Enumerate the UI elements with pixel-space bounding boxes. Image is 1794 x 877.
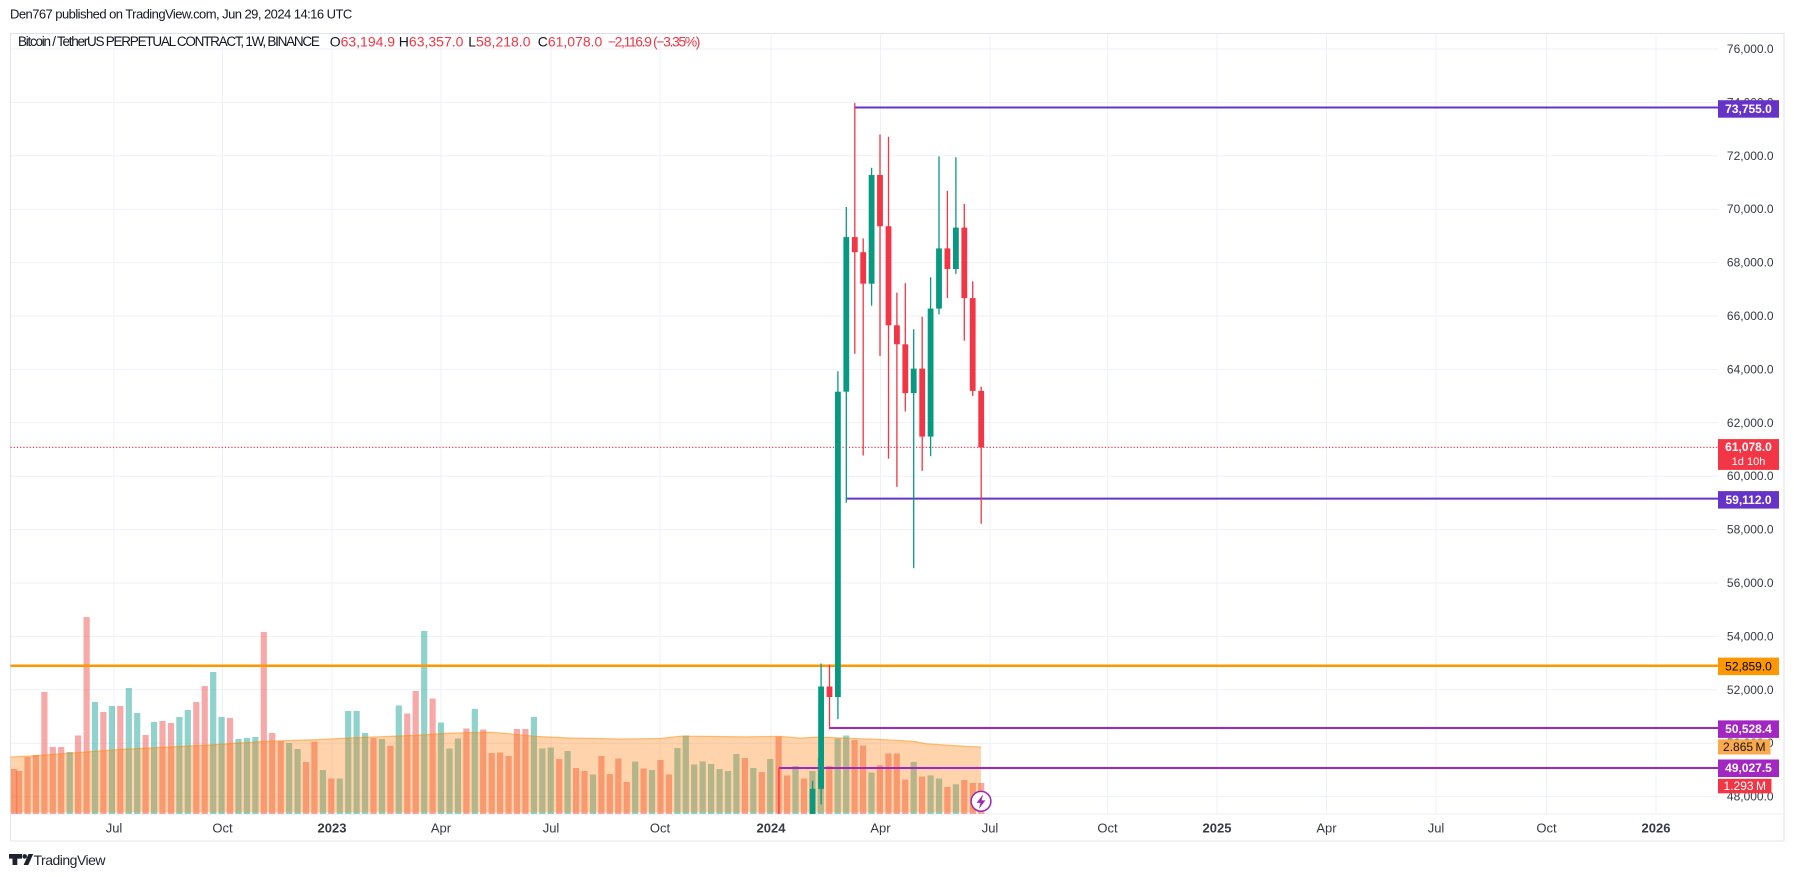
svg-text:58,000.0: 58,000.0 (1727, 523, 1774, 537)
svg-text:50,528.4: 50,528.4 (1725, 722, 1772, 736)
svg-text:C61,078.0: C61,078.0 (538, 34, 603, 50)
svg-text:Apr: Apr (1316, 820, 1337, 835)
svg-text:2025: 2025 (1203, 820, 1232, 835)
svg-text:76,000.0: 76,000.0 (1727, 42, 1774, 56)
svg-text:70,000.0: 70,000.0 (1727, 202, 1774, 216)
svg-text:68,000.0: 68,000.0 (1727, 256, 1774, 270)
svg-text:L58,218.0: L58,218.0 (468, 34, 531, 50)
svg-text:2026: 2026 (1642, 820, 1671, 835)
svg-text:54,000.0: 54,000.0 (1727, 629, 1774, 643)
svg-text:TradingView: TradingView (34, 852, 107, 868)
svg-text:52,000.0: 52,000.0 (1727, 683, 1774, 697)
svg-text:2024: 2024 (757, 820, 787, 835)
svg-text:72,000.0: 72,000.0 (1727, 149, 1774, 163)
svg-text:61,078.0: 61,078.0 (1725, 440, 1772, 454)
svg-text:59,112.0: 59,112.0 (1725, 493, 1771, 507)
svg-text:49,027.5: 49,027.5 (1725, 761, 1772, 775)
svg-text:Jul: Jul (1428, 820, 1445, 835)
svg-text:H63,357.0: H63,357.0 (399, 34, 464, 50)
svg-text:Oct: Oct (212, 820, 233, 835)
svg-text:60,000.0: 60,000.0 (1727, 469, 1774, 483)
svg-text:1.293 M: 1.293 M (1724, 779, 1766, 793)
svg-text:Apr: Apr (431, 820, 452, 835)
svg-text:73,755.0: 73,755.0 (1725, 102, 1772, 116)
svg-text:Den767 published on TradingVie: Den767 published on TradingView.com, Jun… (10, 7, 352, 22)
svg-text:Jul: Jul (106, 820, 123, 835)
svg-text:Apr: Apr (870, 820, 891, 835)
svg-text:Oct: Oct (1097, 820, 1118, 835)
svg-text:−2,116.9 (−3.35%): −2,116.9 (−3.35%) (608, 34, 700, 50)
svg-text:52,859.0: 52,859.0 (1725, 659, 1772, 673)
svg-text:62,000.0: 62,000.0 (1727, 416, 1774, 430)
svg-text:56,000.0: 56,000.0 (1727, 576, 1774, 590)
svg-text:Bitcoin / TetherUS PERPETUAL C: Bitcoin / TetherUS PERPETUAL CONTRACT, 1… (18, 34, 320, 49)
svg-text:O63,194.9: O63,194.9 (330, 34, 396, 50)
svg-text:66,000.0: 66,000.0 (1727, 309, 1774, 323)
svg-text:Oct: Oct (1536, 820, 1557, 835)
svg-text:Jul: Jul (543, 820, 560, 835)
svg-text:64,000.0: 64,000.0 (1727, 362, 1774, 376)
svg-text:2023: 2023 (318, 820, 347, 835)
svg-text:Oct: Oct (650, 820, 671, 835)
svg-text:Jul: Jul (982, 820, 999, 835)
svg-text:1d 10h: 1d 10h (1732, 456, 1766, 468)
svg-text:2.865 M: 2.865 M (1723, 740, 1765, 754)
